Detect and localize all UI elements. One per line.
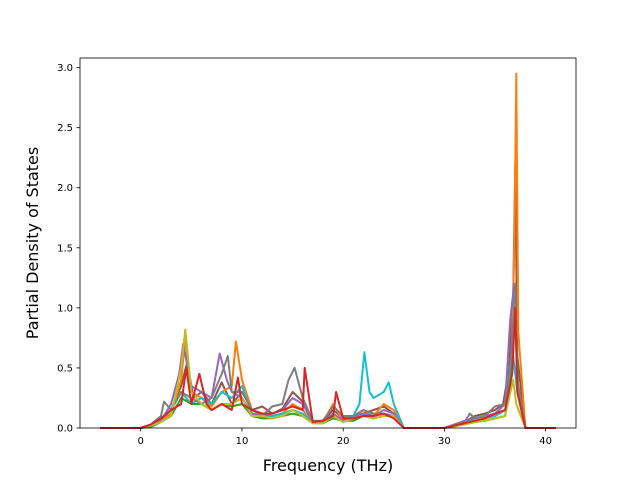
y-tick-label: 2.0 bbox=[57, 183, 73, 194]
y-tick-label: 1.0 bbox=[57, 303, 73, 314]
x-tick-label: 0 bbox=[138, 436, 144, 447]
plot-frame bbox=[79, 57, 577, 429]
series-line-0 bbox=[100, 162, 556, 429]
x-axis: 0 10 20 30 40 bbox=[138, 428, 552, 447]
y-tick-label: 0.0 bbox=[57, 424, 73, 435]
y-axis-title: Partial Density of States bbox=[23, 147, 42, 339]
y-axis: 0.0 0.5 1.0 1.5 2.0 2.5 3.0 bbox=[57, 63, 80, 435]
x-tick-label: 40 bbox=[539, 436, 552, 447]
x-tick-label: 20 bbox=[337, 436, 350, 447]
series-layer bbox=[100, 72, 556, 429]
x-axis-title: Frequency (THz) bbox=[263, 456, 393, 475]
series-line-1 bbox=[100, 72, 556, 429]
x-tick-label: 10 bbox=[236, 436, 249, 447]
y-tick-label: 1.5 bbox=[57, 243, 73, 254]
y-tick-label: 2.5 bbox=[57, 123, 73, 134]
x-tick-label: 30 bbox=[438, 436, 451, 447]
y-tick-label: 0.5 bbox=[57, 363, 73, 374]
series-line-5 bbox=[100, 282, 556, 429]
series-line-6 bbox=[100, 328, 556, 429]
y-tick-label: 3.0 bbox=[57, 63, 73, 74]
series-line-7 bbox=[100, 306, 556, 429]
